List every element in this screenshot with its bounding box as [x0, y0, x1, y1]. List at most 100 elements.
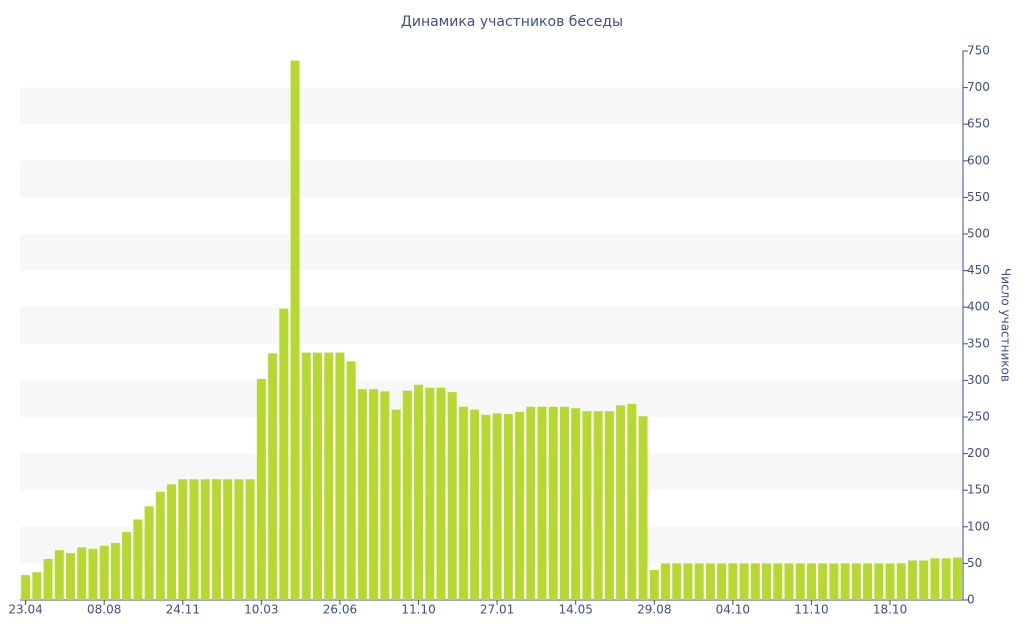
bar — [324, 352, 334, 600]
bar — [952, 557, 962, 600]
bar — [200, 479, 210, 600]
bar — [784, 563, 794, 600]
bar — [335, 352, 345, 600]
y-tick-label: 0 — [967, 593, 975, 607]
bar — [627, 403, 637, 600]
bar — [155, 491, 165, 600]
grid-band — [20, 380, 963, 417]
bar — [661, 563, 670, 600]
bar — [672, 563, 682, 600]
bar — [402, 390, 412, 600]
bar — [301, 352, 311, 600]
bar — [773, 563, 783, 600]
bar — [414, 384, 424, 600]
y-tick-label: 750 — [967, 44, 990, 58]
bar — [223, 479, 233, 600]
bar — [21, 575, 31, 600]
bar — [346, 361, 356, 600]
bar — [458, 406, 468, 600]
bar — [425, 387, 435, 600]
bar — [604, 411, 614, 600]
bar — [548, 406, 558, 600]
bar — [481, 414, 491, 600]
x-tick-label: 18.10 — [873, 603, 907, 617]
bar — [234, 479, 244, 600]
y-tick-label: 350 — [967, 336, 990, 350]
y-tick-label: 100 — [967, 519, 990, 533]
chart-title: Динамика участников беседы — [401, 14, 623, 30]
y-tick-label: 400 — [967, 300, 990, 314]
y-tick-label: 200 — [967, 446, 990, 460]
y-axis-label: Число участников — [999, 268, 1013, 382]
bar — [357, 389, 367, 600]
x-tick-label: 23.04 — [8, 603, 42, 617]
bar — [795, 563, 805, 600]
x-tick-label: 29.08 — [637, 603, 671, 617]
bar — [77, 547, 87, 600]
bar — [930, 558, 940, 600]
grid-band — [20, 160, 963, 198]
bar — [99, 545, 109, 600]
bar — [649, 569, 659, 600]
bar — [470, 409, 480, 600]
y-tick-label: 500 — [967, 227, 990, 241]
bar — [582, 411, 592, 600]
grid-band — [20, 234, 963, 271]
bar — [290, 60, 300, 601]
bar — [122, 531, 132, 600]
x-tick-label: 11.10 — [401, 603, 435, 617]
bar — [840, 563, 850, 600]
bar — [739, 563, 749, 600]
x-tick-label: 26.06 — [323, 603, 357, 617]
bar — [66, 553, 76, 600]
bar — [941, 558, 951, 600]
bar — [896, 563, 906, 600]
bar — [447, 392, 457, 600]
y-tick-label: 150 — [967, 483, 990, 497]
bar — [537, 406, 547, 600]
bar — [492, 413, 502, 600]
y-tick-label: 600 — [967, 153, 990, 167]
bar — [391, 409, 401, 600]
x-tick-label: 27.01 — [480, 603, 514, 617]
bar — [829, 563, 839, 600]
y-tick-label: 550 — [967, 190, 990, 204]
y-tick-label: 700 — [967, 80, 990, 94]
grid-band — [20, 307, 963, 344]
grid-band — [20, 453, 963, 491]
bar — [88, 548, 98, 600]
bar — [750, 563, 760, 600]
bar — [167, 484, 177, 600]
y-tick-label: 50 — [967, 556, 982, 570]
bar — [728, 563, 738, 600]
bar — [863, 563, 873, 600]
bar — [874, 563, 884, 600]
bar — [616, 405, 626, 600]
bar — [54, 550, 64, 600]
y-tick-label: 250 — [967, 410, 990, 424]
bar — [515, 411, 525, 600]
bar — [178, 479, 188, 600]
bar — [256, 378, 266, 600]
bar — [559, 406, 569, 600]
bar — [144, 506, 154, 600]
bar — [268, 353, 278, 600]
bar — [32, 572, 42, 600]
bar — [369, 389, 379, 600]
x-tick-label: 14.05 — [559, 603, 593, 617]
bar — [919, 560, 929, 600]
bar — [43, 559, 53, 600]
bar — [503, 414, 513, 600]
y-tick-label: 450 — [967, 263, 990, 277]
x-tick-label: 04.10 — [716, 603, 750, 617]
y-tick-label: 300 — [967, 373, 990, 387]
bar — [705, 563, 715, 600]
grid-band — [20, 526, 963, 564]
bar — [818, 563, 828, 600]
bar — [436, 387, 446, 600]
bar — [638, 416, 648, 600]
bar — [593, 411, 603, 600]
bar — [380, 391, 390, 600]
bar — [806, 563, 816, 600]
